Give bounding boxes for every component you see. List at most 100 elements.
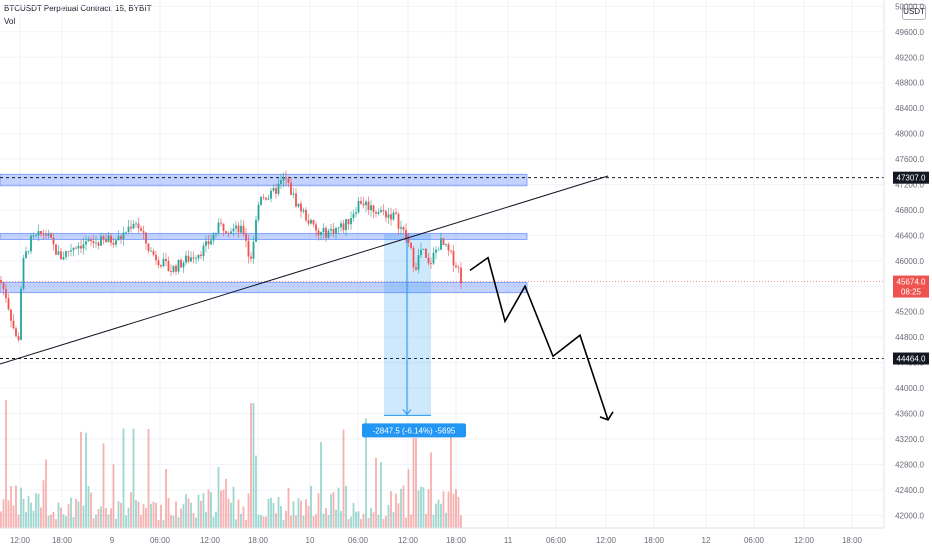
candle-body <box>110 235 112 243</box>
volume-indicator-label[interactable]: Vol <box>4 17 16 26</box>
candle-body <box>7 298 10 310</box>
volume-bar <box>132 428 135 528</box>
volume-bar <box>457 496 460 528</box>
candle-body <box>267 198 270 200</box>
price-tick-label: 43600.0 <box>895 409 924 418</box>
candle-body <box>237 225 240 233</box>
candle-body <box>442 238 445 246</box>
volume-bar <box>445 512 447 528</box>
candle-body <box>450 250 452 252</box>
candle-body <box>337 227 340 229</box>
last-price-label: 45674.0 <box>897 278 926 287</box>
volume-bar <box>300 500 302 528</box>
time-tick-label: 12:00 <box>596 536 617 545</box>
candle-body <box>190 257 192 262</box>
candle-body <box>265 197 267 200</box>
candle-body <box>367 201 370 211</box>
volume-bar <box>200 500 202 528</box>
price-zone <box>0 281 528 294</box>
candle-body <box>147 243 150 252</box>
time-axis[interactable]: 12:00 18:00 9 06:00 12:00 18:00 10 06:00 12:00 18… <box>10 536 863 545</box>
price-tick-label: 43200.0 <box>895 435 924 444</box>
candle-body <box>152 250 155 255</box>
volume-bar <box>185 494 187 528</box>
volume-bar <box>305 499 307 528</box>
candle-body <box>432 252 435 264</box>
candle-body <box>215 233 217 235</box>
volume-bar <box>162 519 165 528</box>
volume-bar <box>455 489 457 528</box>
volume-bar <box>140 515 142 528</box>
candle-body <box>410 242 412 248</box>
candle-body <box>282 177 285 181</box>
candle-body <box>120 236 122 240</box>
volume-bar <box>372 512 375 528</box>
volume-bar <box>27 496 30 528</box>
candle-body <box>222 223 225 231</box>
volume-bar <box>337 487 340 528</box>
candle-body <box>100 236 102 246</box>
candle-body <box>10 309 12 321</box>
volume-bar <box>407 469 410 528</box>
price-tick-label: 46800.0 <box>895 206 924 215</box>
price-zone <box>0 232 528 240</box>
volume-bar <box>322 513 325 528</box>
time-tick-label: 06:00 <box>546 536 567 545</box>
volume-bar <box>377 514 380 528</box>
candle-body <box>12 320 15 329</box>
price-tick-label: 47200.0 <box>895 180 924 189</box>
candle-body <box>250 256 252 259</box>
volume-bar <box>362 513 365 528</box>
candle-body <box>35 235 37 236</box>
volume-bar <box>110 508 112 528</box>
projection-path <box>469 256 609 421</box>
volume-bar <box>440 503 442 528</box>
candle-body <box>187 255 190 262</box>
candle-body <box>177 259 180 272</box>
candle-body <box>280 180 282 184</box>
volume-bar <box>70 497 72 528</box>
volume-bar <box>135 500 137 528</box>
price-axis[interactable]: 42000.0 42400.0 42800.0 43200.0 43600.0 44000… <box>895 2 924 520</box>
candle-body <box>425 248 427 258</box>
candle-body <box>230 231 232 234</box>
trend-drawings[interactable] <box>0 175 614 421</box>
volume-bar <box>392 512 395 528</box>
support-resistance-zones[interactable] <box>0 173 528 294</box>
candle-body <box>405 229 407 239</box>
candle-body <box>325 227 327 238</box>
volume-bar <box>145 507 147 528</box>
candle-body <box>192 257 195 259</box>
candle-body <box>312 219 315 225</box>
time-tick-label: 18:00 <box>842 536 863 545</box>
volume-bar <box>172 515 175 528</box>
candle-body <box>85 241 87 245</box>
candle-body <box>445 244 447 246</box>
currency-button[interactable]: USDT <box>902 4 926 20</box>
volume-bar <box>412 438 415 528</box>
volume-bar <box>365 418 367 528</box>
price-zone <box>0 173 528 187</box>
volume-bar <box>402 485 405 528</box>
volume-bar <box>215 511 217 528</box>
candle-body <box>55 244 57 255</box>
volume-bar <box>80 431 82 528</box>
price-range-measure[interactable]: -2847.5 (-6.14%) -5695 <box>362 234 466 438</box>
time-tick-label: 18:00 <box>248 536 269 545</box>
price-tick-label: 42400.0 <box>895 486 924 495</box>
volume-bar <box>105 507 107 528</box>
candle-body <box>345 219 347 231</box>
volume-bar <box>240 513 242 528</box>
time-tick-label: 18:00 <box>446 536 467 545</box>
volume-bar <box>115 518 117 528</box>
volume-bar <box>250 403 252 528</box>
candle-body <box>200 254 202 257</box>
volume-bar <box>197 494 200 528</box>
candle-body <box>105 239 107 242</box>
candle-body <box>60 251 62 260</box>
candle-body <box>457 266 460 268</box>
horizontal-price-levels[interactable] <box>0 177 884 360</box>
candle-body <box>385 211 387 218</box>
candle-body <box>20 288 22 340</box>
